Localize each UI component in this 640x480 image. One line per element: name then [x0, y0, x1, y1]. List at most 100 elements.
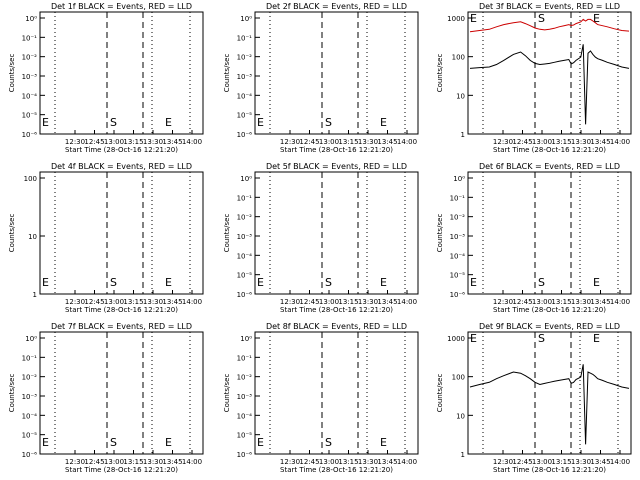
y-tick-label: 100 — [452, 374, 465, 382]
panel-title: Det 9f BLACK = Events, RED = LLD — [479, 322, 620, 331]
x-axis-label: Start Time (28-Oct-16 12:21:20) — [493, 306, 606, 314]
y-axis-label: Counts/sec — [436, 54, 444, 93]
panel-title: Det 8f BLACK = Events, RED = LLD — [266, 322, 407, 331]
plot-frame — [39, 171, 204, 295]
y-tick-label: 10⁻⁵ — [22, 112, 38, 120]
y-tick-label: 10⁻¹ — [237, 194, 253, 202]
panel-det-7: Det 7f BLACK = Events, RED = LLD 12:30 12:… — [8, 322, 204, 474]
event-marker-label: E — [470, 276, 477, 289]
y-tick-label: 10⁻⁶ — [237, 131, 253, 139]
event-marker-label: E — [165, 276, 172, 289]
y-tick-label: 10⁻⁵ — [22, 432, 38, 440]
x-tick-label: 13:30 — [143, 458, 163, 466]
x-tick-label: 13:15 — [123, 458, 143, 466]
x-tick-label: 13:30 — [143, 298, 163, 306]
y-axis-label: Counts/sec — [223, 214, 231, 253]
x-tick-label: 13:00 — [532, 458, 552, 466]
plot-frame — [467, 331, 632, 455]
y-tick-label: 10⁰ — [25, 15, 37, 23]
event-marker-label: E — [593, 332, 600, 345]
x-tick-label: 14:00 — [182, 138, 202, 146]
x-axis-label: Start Time (28-Oct-16 12:21:20) — [280, 146, 393, 154]
x-tick-label: 12:45 — [299, 298, 319, 306]
x-tick-label: 13:45 — [590, 298, 610, 306]
y-tick-label: 10⁻³ — [237, 233, 253, 241]
y-tick-label: 1000 — [447, 15, 465, 23]
x-tick-label: 13:30 — [358, 458, 378, 466]
event-marker-label: E — [380, 276, 387, 289]
series-line-0 — [469, 44, 630, 125]
x-axis-label: Start Time (28-Oct-16 12:21:20) — [65, 466, 178, 474]
y-axis-label: Counts/sec — [223, 374, 231, 413]
x-tick-label: 12:30 — [493, 138, 513, 146]
y-tick-label: 10⁰ — [453, 175, 465, 183]
y-tick-label: 1 — [461, 451, 465, 459]
x-tick-label: 13:45 — [377, 458, 397, 466]
panel-det-1: Det 1f BLACK = Events, RED = LLD 12:30 12:… — [8, 2, 204, 154]
x-tick-label: 12:30 — [280, 138, 300, 146]
x-tick-label: 14:00 — [610, 138, 630, 146]
x-tick-label: 13:45 — [377, 138, 397, 146]
x-tick-label: 13:30 — [358, 298, 378, 306]
event-marker-label: E — [42, 436, 49, 449]
x-tick-label: 13:45 — [162, 458, 182, 466]
x-tick-label: 12:30 — [280, 298, 300, 306]
x-tick-label: 12:30 — [65, 458, 85, 466]
event-marker-label: E — [593, 12, 600, 25]
x-axis-label: Start Time (28-Oct-16 12:21:20) — [493, 466, 606, 474]
y-tick-label: 10⁻³ — [22, 393, 38, 401]
x-tick-label: 13:30 — [358, 138, 378, 146]
x-tick-label: 13:00 — [532, 298, 552, 306]
y-tick-label: 10⁻³ — [237, 393, 253, 401]
panel-title: Det 1f BLACK = Events, RED = LLD — [51, 2, 192, 11]
y-tick-label: 10 — [28, 233, 37, 241]
y-axis-label: Counts/sec — [436, 374, 444, 413]
x-tick-label: 12:45 — [512, 298, 532, 306]
x-tick-label: 14:00 — [610, 458, 630, 466]
y-tick-label: 10⁻³ — [237, 73, 253, 81]
x-tick-label: 13:30 — [571, 138, 591, 146]
y-tick-label: 10⁻⁴ — [237, 92, 253, 100]
y-tick-label: 10⁰ — [240, 175, 252, 183]
panel-title: Det 4f BLACK = Events, RED = LLD — [51, 162, 192, 171]
event-marker-label: S — [325, 116, 332, 129]
panel-det-3: Det 3f BLACK = Events, RED = LLD 12:30 12:… — [436, 2, 632, 154]
event-marker-label: S — [538, 12, 545, 25]
y-tick-label: 10⁻¹ — [22, 354, 38, 362]
event-marker-label: E — [380, 436, 387, 449]
y-tick-label: 100 — [452, 54, 465, 62]
y-axis-label: Counts/sec — [223, 54, 231, 93]
series-line-0 — [469, 364, 630, 445]
plot-frame — [254, 171, 419, 295]
y-axis-label: Counts/sec — [8, 214, 16, 253]
y-tick-label: 10⁰ — [25, 335, 37, 343]
x-tick-label: 13:15 — [551, 458, 571, 466]
event-marker-label: E — [257, 276, 264, 289]
x-tick-label: 12:45 — [84, 298, 104, 306]
y-tick-label: 10⁻³ — [22, 73, 38, 81]
plot-frame — [467, 171, 632, 295]
plot-frame — [467, 11, 632, 135]
event-marker-label: E — [257, 116, 264, 129]
x-tick-label: 13:15 — [551, 298, 571, 306]
plot-frame — [39, 11, 204, 135]
x-tick-label: 13:00 — [104, 298, 124, 306]
y-tick-label: 10⁻³ — [450, 233, 466, 241]
panel-det-8: Det 8f BLACK = Events, RED = LLD 12:30 12:… — [223, 322, 419, 474]
panel-det-6: Det 6f BLACK = Events, RED = LLD 12:30 12:… — [436, 162, 632, 314]
event-marker-label: E — [257, 436, 264, 449]
x-tick-label: 12:30 — [65, 298, 85, 306]
x-tick-label: 12:45 — [299, 458, 319, 466]
y-tick-label: 1 — [33, 291, 37, 299]
x-tick-label: 13:00 — [532, 138, 552, 146]
panel-title: Det 2f BLACK = Events, RED = LLD — [266, 2, 407, 11]
panel-title: Det 3f BLACK = Events, RED = LLD — [479, 2, 620, 11]
panel-det-2: Det 2f BLACK = Events, RED = LLD 12:30 12:… — [223, 2, 419, 154]
event-marker-label: S — [538, 332, 545, 345]
x-tick-label: 14:00 — [397, 458, 417, 466]
event-marker-label: S — [538, 276, 545, 289]
x-tick-label: 13:00 — [104, 458, 124, 466]
event-marker-label: S — [110, 436, 117, 449]
x-tick-label: 13:15 — [123, 298, 143, 306]
x-tick-label: 12:45 — [512, 138, 532, 146]
